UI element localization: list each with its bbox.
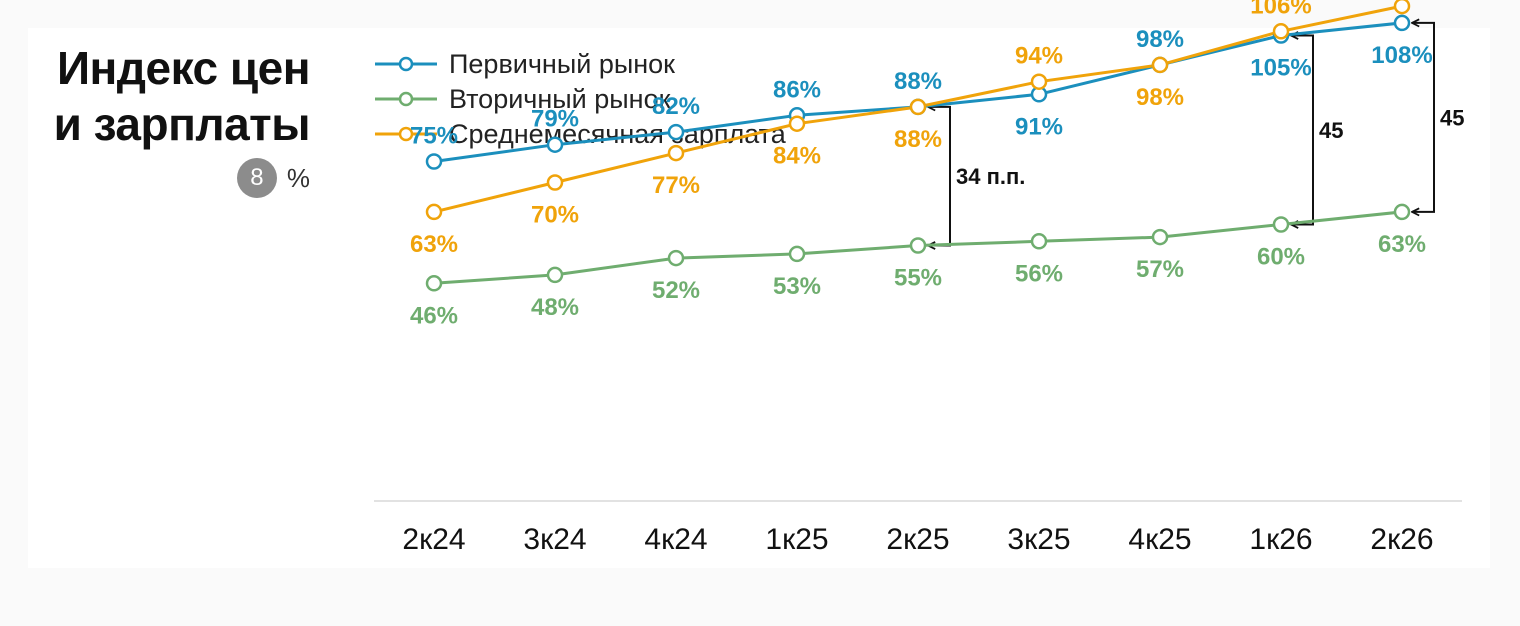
series-points bbox=[425, 0, 1411, 292]
data-label: 75% bbox=[410, 123, 458, 150]
x-tick-label: 1к26 bbox=[1249, 523, 1312, 556]
data-point bbox=[788, 115, 806, 132]
data-label: 94% bbox=[1015, 43, 1063, 70]
data-label: 108% bbox=[1371, 42, 1432, 69]
x-tick-label: 3к24 bbox=[523, 523, 586, 556]
data-point bbox=[546, 266, 564, 284]
x-tick-label: 2к24 bbox=[402, 523, 465, 556]
data-labels: 75% 79% 82% 86% 88% 91% 98% 105% 108% 46% 48% 52% 53… bbox=[410, 0, 1433, 329]
x-tick-label: 2к25 bbox=[886, 523, 949, 556]
gap-label: 45 bbox=[1440, 105, 1464, 130]
data-label: 88% bbox=[894, 126, 942, 153]
legend-marker-2 bbox=[398, 126, 414, 142]
data-point bbox=[1030, 73, 1048, 90]
legend-label-0: Первичный рынок bbox=[449, 49, 675, 79]
data-point bbox=[425, 153, 443, 170]
chart-title-line-2: и зарплаты bbox=[53, 98, 311, 150]
data-label: 77% bbox=[652, 172, 700, 199]
data-point bbox=[1030, 233, 1048, 250]
data-label: 91% bbox=[1015, 113, 1063, 140]
data-point bbox=[1272, 23, 1290, 40]
data-point bbox=[1393, 203, 1411, 221]
gap-annotations: 34 п.п. 45 45 bbox=[928, 23, 1464, 246]
data-point bbox=[909, 237, 927, 254]
data-point bbox=[425, 203, 443, 221]
data-label: 70% bbox=[531, 202, 579, 229]
data-point bbox=[667, 249, 685, 267]
data-label: 63% bbox=[410, 231, 458, 258]
title-block: Индекс цен и зарплаты 8 % bbox=[20, 40, 311, 198]
legend-marker-0 bbox=[398, 56, 414, 72]
data-label: 84% bbox=[773, 143, 821, 170]
data-label: 55% bbox=[894, 265, 942, 292]
x-tick-label: 4к25 bbox=[1128, 523, 1191, 556]
data-point bbox=[667, 144, 685, 162]
x-axis: 2к24 3к24 4к24 1к25 2к25 3к25 4к25 1к26 2к26 bbox=[374, 500, 1462, 556]
data-point bbox=[667, 123, 685, 141]
data-point bbox=[1272, 216, 1290, 233]
data-label: 88% bbox=[894, 68, 942, 95]
data-label: 98% bbox=[1136, 84, 1184, 111]
data-label: 46% bbox=[410, 302, 458, 329]
chart-title-line-1: Индекс цен bbox=[56, 42, 311, 94]
data-label: 48% bbox=[531, 294, 579, 321]
data-point bbox=[425, 275, 443, 292]
data-point bbox=[909, 98, 927, 116]
x-tick-label: 1к25 bbox=[765, 523, 828, 556]
data-label: 63% bbox=[1378, 231, 1426, 258]
data-label: 52% bbox=[652, 277, 700, 304]
slide-number-badge: 8 bbox=[236, 158, 277, 198]
data-label: 86% bbox=[773, 76, 821, 103]
x-tick-label: 4к24 bbox=[644, 523, 707, 556]
data-label: 82% bbox=[652, 93, 700, 120]
slide-number-row: 8 % bbox=[20, 158, 310, 198]
x-tick-label: 2к26 bbox=[1370, 523, 1433, 556]
data-label: 79% bbox=[531, 106, 579, 133]
data-point bbox=[546, 136, 564, 153]
gap-arrow bbox=[1412, 23, 1435, 212]
data-label: 56% bbox=[1015, 260, 1063, 287]
legend-label-1: Вторичный рынок bbox=[449, 84, 671, 114]
gap-label: 45 bbox=[1319, 118, 1343, 143]
gap-label: 34 п.п. bbox=[956, 164, 1025, 189]
data-label: 98% bbox=[1136, 26, 1184, 53]
gap-arrow bbox=[1291, 36, 1314, 225]
data-point bbox=[1393, 14, 1411, 32]
unit-label: % bbox=[286, 162, 310, 193]
data-point bbox=[788, 245, 806, 263]
data-label: 57% bbox=[1136, 256, 1184, 283]
legend-marker-1 bbox=[398, 91, 414, 107]
data-label: 60% bbox=[1257, 244, 1305, 271]
data-point bbox=[1151, 228, 1169, 246]
data-point bbox=[1393, 0, 1411, 15]
chart-panel bbox=[28, 28, 1490, 568]
data-point bbox=[1151, 56, 1169, 74]
data-point bbox=[546, 174, 564, 191]
data-label: 106% bbox=[1250, 0, 1311, 19]
data-label: 53% bbox=[773, 273, 821, 300]
data-label: 105% bbox=[1250, 55, 1311, 82]
x-tick-label: 3к25 bbox=[1007, 523, 1070, 556]
